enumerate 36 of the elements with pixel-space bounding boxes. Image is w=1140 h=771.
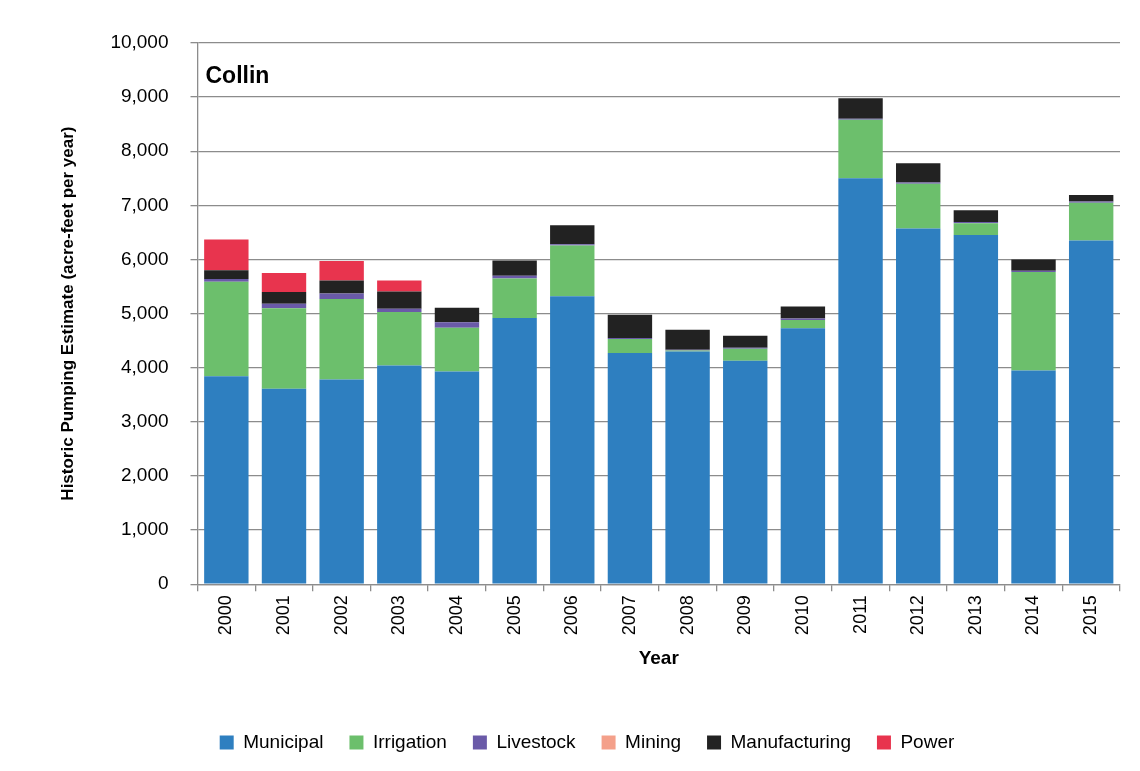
x-tick-label: 2002: [330, 595, 351, 636]
legend-label: Mining: [625, 730, 682, 752]
y-axis-title: Historic Pumping Estimate (acre-feet per year): [57, 126, 77, 501]
x-tick-label: 2009: [734, 595, 755, 636]
legend-label: Municipal: [243, 730, 324, 752]
x-tick-label: 2014: [1022, 595, 1043, 636]
y-tick-label: 7,000: [120, 193, 169, 215]
x-tick-label: 2011: [849, 595, 870, 634]
x-tick-label: 2013: [964, 595, 985, 636]
legend-label: Irrigation: [372, 730, 447, 752]
x-tick-label: 2003: [388, 595, 409, 636]
x-tick-label: 2015: [1080, 595, 1101, 636]
text: Collin: [205, 62, 270, 88]
y-tick-label: 0: [157, 572, 169, 594]
y-tick-label: 6,000: [120, 247, 169, 269]
y-tick-label: 9,000: [120, 85, 169, 107]
x-tick-label: 2005: [503, 595, 524, 636]
legend-label: Manufacturing: [730, 730, 851, 752]
x-tick-label: 2007: [618, 595, 639, 636]
y-tick-label: 5,000: [120, 301, 169, 323]
x-tick-label: 2010: [791, 595, 812, 636]
y-tick-label: 10,000: [110, 31, 169, 53]
x-tick-label: 2001: [272, 595, 293, 636]
x-tick-label: 2000: [215, 595, 236, 636]
x-axis-title: Year: [638, 646, 680, 668]
x-tick-label: 2004: [445, 595, 466, 636]
legend-label: Livestock: [496, 730, 577, 752]
y-tick-label: 8,000: [120, 139, 169, 161]
x-tick-label: 2008: [676, 595, 697, 636]
y-tick-label: 4,000: [120, 355, 169, 377]
y-tick-label: 1,000: [120, 518, 169, 540]
x-tick-label: 2006: [561, 595, 582, 636]
x-tick-label: 2012: [907, 595, 928, 636]
legend-label: Power: [900, 730, 955, 752]
y-tick-label: 2,000: [120, 464, 169, 486]
y-tick-label: 3,000: [120, 410, 169, 432]
